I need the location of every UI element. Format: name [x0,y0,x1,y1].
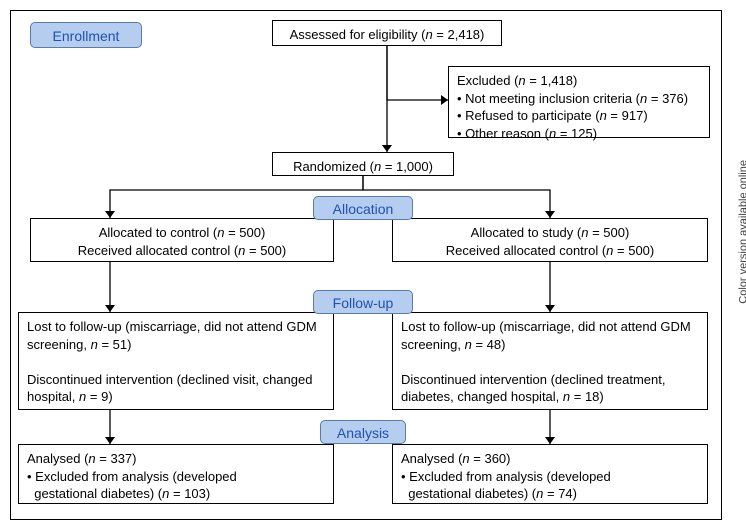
box-fu_right: Lost to follow-up (miscarriage, did not … [392,312,708,410]
box-randomized: Randomized (n = 1,000) [272,152,454,176]
side-note: Color version available online [738,160,746,304]
tag-allocation: Allocation [313,196,413,220]
box-alloc_study: Allocated to study (n = 500)Received all… [392,218,708,262]
tag-analysis: Analysis [320,420,406,444]
tag-enrollment: Enrollment [30,22,142,48]
box-excluded: Excluded (n = 1,418)• Not meeting inclus… [448,66,710,138]
box-assessed: Assessed for eligibility (n = 2,418) [272,20,502,46]
box-alloc_control: Allocated to control (n = 500)Received a… [30,218,334,262]
box-an_right: Analysed (n = 360)• Excluded from analys… [392,444,708,504]
box-an_left: Analysed (n = 337)• Excluded from analys… [18,444,334,504]
box-fu_left: Lost to follow-up (miscarriage, did not … [18,312,334,410]
tag-followup: Follow-up [313,290,413,314]
flowchart-stage: Color version available online Assessed … [0,0,746,530]
